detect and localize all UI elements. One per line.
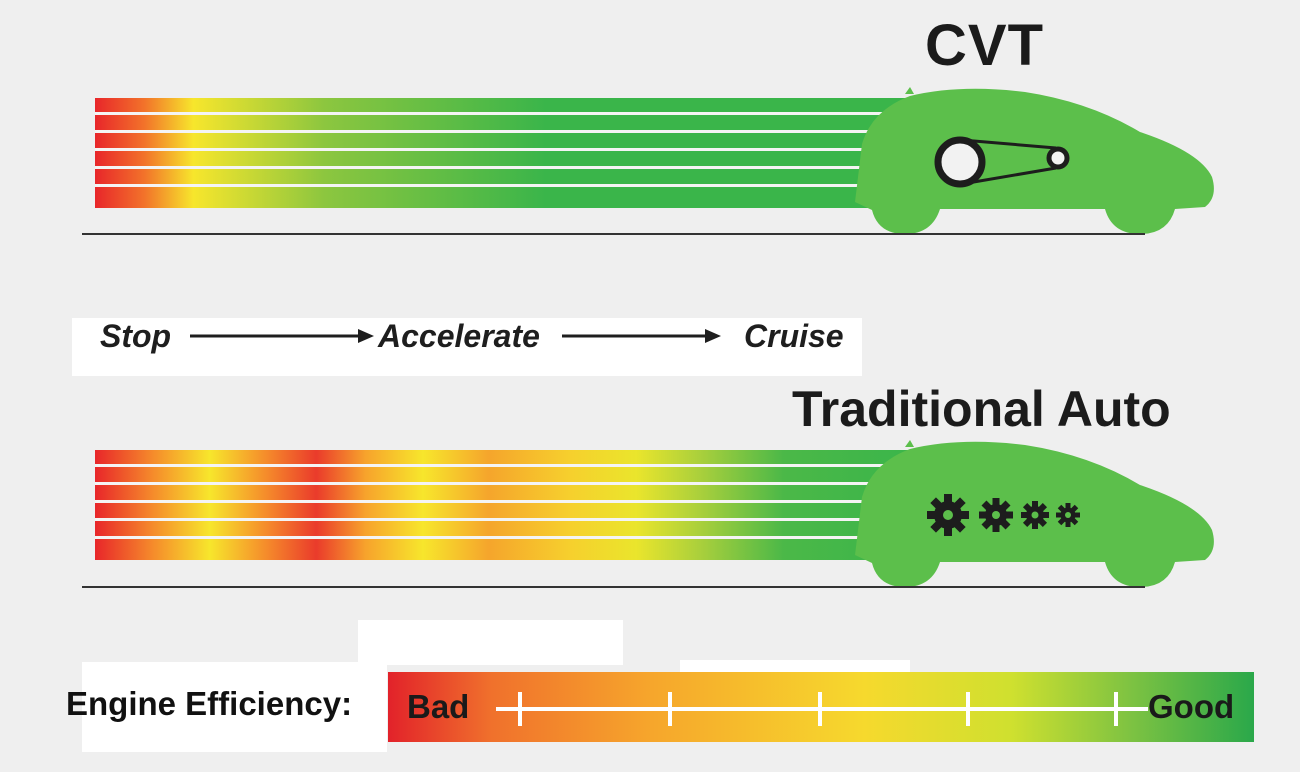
arrow-right-icon: [562, 329, 721, 343]
flow-step-stop: Stop: [100, 318, 172, 354]
engine-efficiency-label: Engine Efficiency:: [66, 685, 353, 722]
efficiency-good-label: Good: [1148, 688, 1235, 725]
cvt-ground-line: [82, 233, 1145, 235]
arrow-right-icon: [190, 329, 374, 343]
gears-icon: [927, 494, 1080, 536]
traditional-ground-line: [82, 586, 1145, 588]
traditional-auto-title: Traditional Auto: [792, 381, 1171, 437]
efficiency-bad-label: Bad: [407, 688, 470, 725]
flow-step-accelerate: Accelerate: [378, 318, 540, 354]
flow-background: [72, 318, 862, 376]
cvt-title: CVT: [925, 13, 1044, 78]
legend-background: [82, 662, 387, 752]
legend-background: [358, 620, 623, 665]
cvt-efficiency-streaks: [95, 98, 915, 208]
flow-step-cruise: Cruise: [744, 318, 844, 354]
cvt-car-silhouette: [855, 87, 1214, 234]
traditional-car-silhouette: [855, 440, 1214, 587]
belt-pulley-icon: [934, 136, 1070, 188]
traditional-efficiency-streaks: [95, 450, 915, 560]
legend-background: [680, 660, 910, 674]
efficiency-scale-ticks: [496, 692, 1148, 726]
